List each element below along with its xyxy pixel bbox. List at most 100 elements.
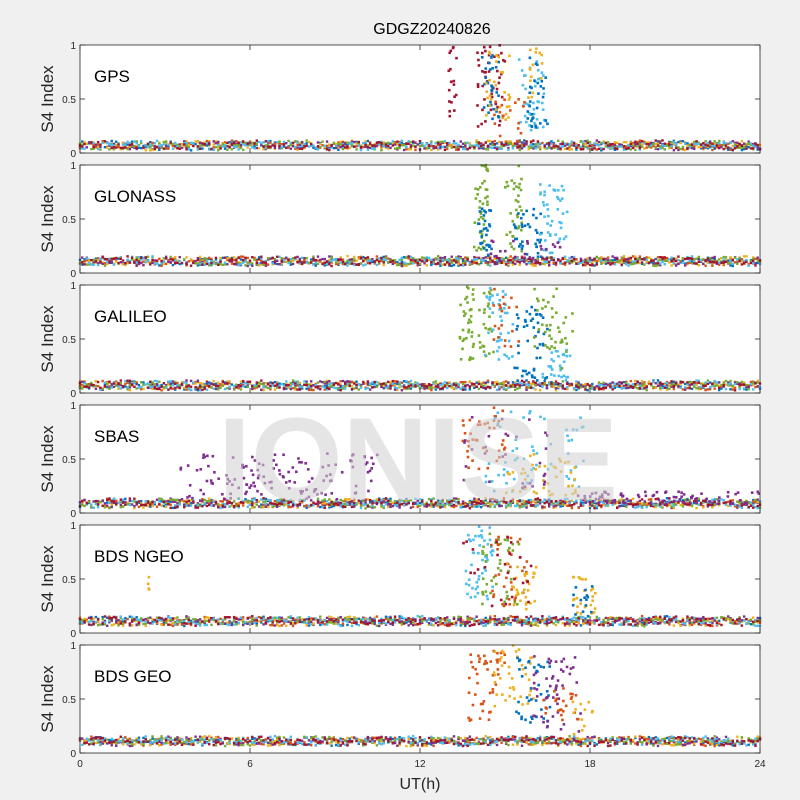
data-point [316,255,320,258]
data-point [566,259,569,262]
data-point [548,498,551,501]
data-point [645,146,648,149]
data-point [670,140,673,144]
data-point [450,264,453,268]
data-point [239,263,243,266]
data-point [260,503,263,506]
data-point [518,263,521,267]
data-point [189,141,193,145]
data-point [482,350,486,353]
data-point [729,261,732,264]
data-point [244,381,247,385]
data-point [423,385,426,388]
data-point [557,139,560,142]
data-point [740,260,744,263]
data-point [446,383,449,387]
data-point [542,332,546,336]
data-point [489,103,493,107]
data-point [498,257,501,260]
data-point [622,148,626,152]
data-point [223,387,227,391]
data-point [121,263,125,266]
data-point [337,386,340,390]
data-point [711,384,714,387]
data-point [244,141,247,145]
plot-area [80,165,760,273]
data-point [205,384,209,388]
data-point [532,326,536,329]
data-point [515,237,519,241]
data-point [498,140,501,144]
data-point [629,142,632,146]
data-point [106,141,109,145]
data-point [239,380,243,383]
data-point [128,389,132,392]
data-point [529,144,533,147]
data-point [484,120,487,123]
data-point [362,256,365,259]
data-point [541,125,545,129]
data-point [83,141,86,144]
data-point [486,380,490,384]
data-point [745,145,748,148]
data-point [708,260,712,264]
data-point [400,389,404,392]
data-point [486,139,490,143]
data-point [362,259,365,263]
data-point [645,388,648,392]
data-point [339,142,342,145]
data-point [474,187,477,191]
data-point [731,388,734,391]
data-point [699,258,703,262]
data-point [654,264,657,268]
data-point [282,257,286,261]
data-point [688,380,691,384]
data-point [502,384,506,387]
data-point [542,298,545,302]
data-point [684,386,687,389]
data-point [552,261,555,265]
data-point [708,386,712,389]
data-point [568,259,571,263]
data-point [452,382,456,385]
data-point [198,255,202,259]
data-point [223,143,227,147]
data-point [529,146,533,149]
data-point [543,145,546,148]
data-point [520,209,523,212]
data-point [164,140,168,143]
data-point [180,381,184,384]
data-point [634,255,637,258]
data-point [636,380,639,384]
data-point [427,386,431,389]
data-point [436,143,440,147]
data-point [593,264,596,267]
data-point [622,259,626,262]
data-point [307,140,311,144]
data-point [570,148,574,151]
data-point [355,145,358,148]
data-point [416,258,419,261]
data-point [529,79,532,83]
data-point [498,147,501,150]
data-point [455,145,458,149]
data-point [185,388,188,391]
data-point [396,146,399,150]
data-point [468,385,472,389]
data-point [543,215,546,219]
data-point [504,256,508,260]
data-point [276,255,279,259]
data-point [500,309,504,313]
data-point [483,98,486,101]
data-point [745,258,748,262]
data-point [540,71,544,74]
data-point [439,146,442,150]
data-point [693,380,696,384]
data-point [495,91,499,94]
data-point [613,143,617,146]
data-point [602,381,605,384]
data-point [296,380,299,383]
data-point [561,144,564,148]
data-point [221,145,224,148]
